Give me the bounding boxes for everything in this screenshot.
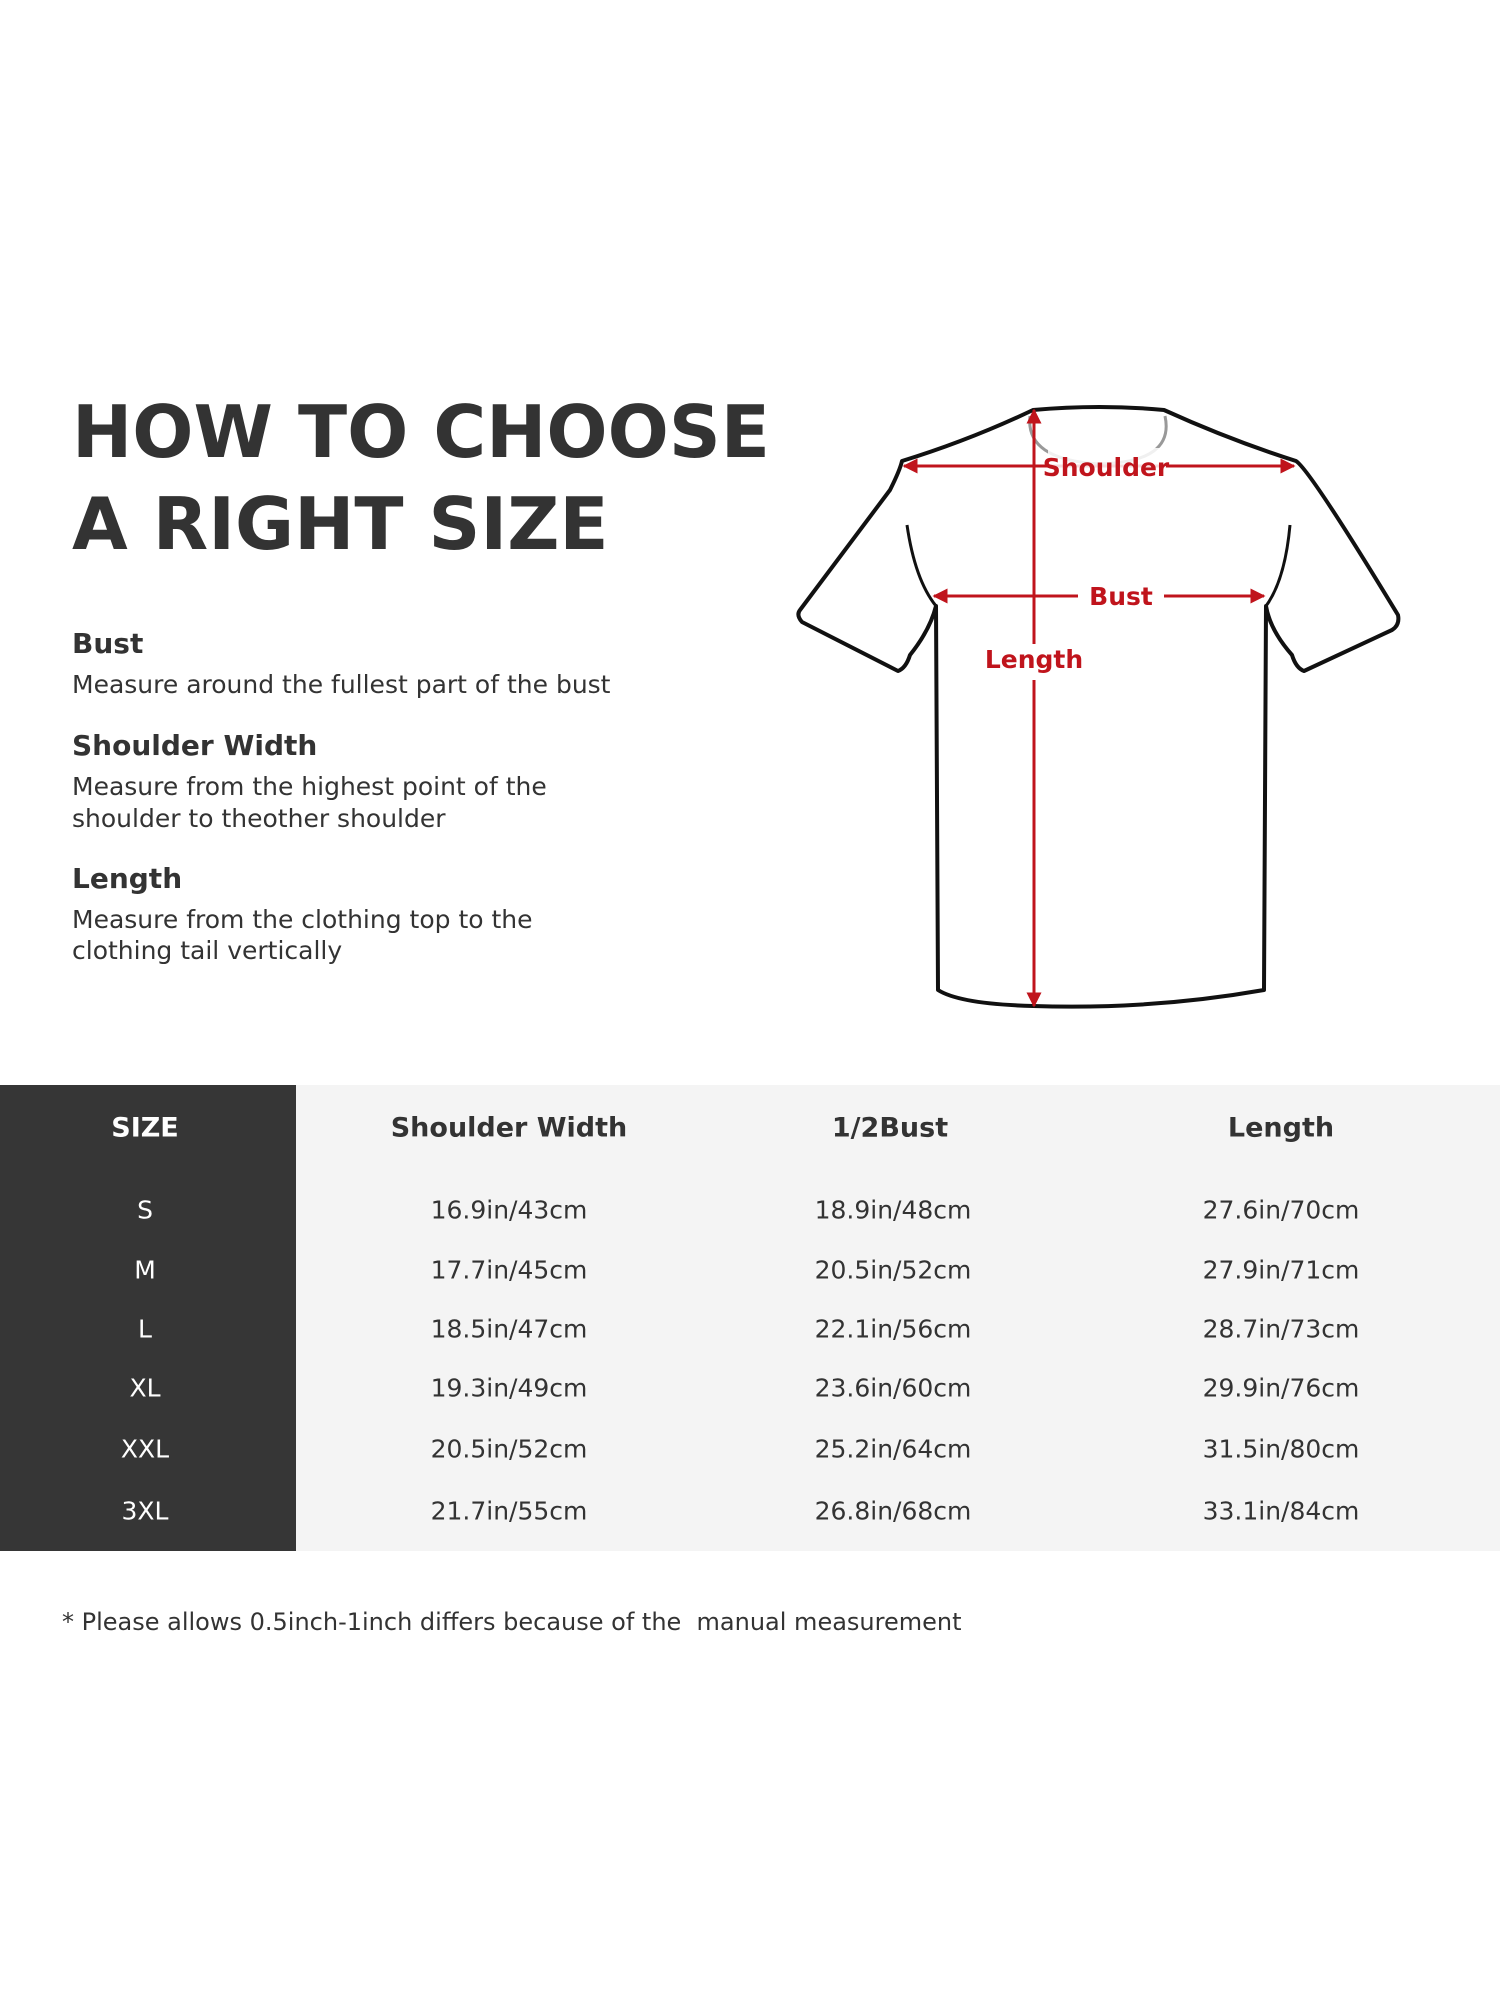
table-cell: 20.5in/52cm <box>430 1434 588 1464</box>
header-shoulder-width: Shoulder Width <box>390 1112 628 1144</box>
table-cell: 18.5in/47cm <box>430 1314 588 1344</box>
table-cell: 21.7in/55cm <box>430 1496 588 1526</box>
size-cell: XXL <box>120 1434 170 1464</box>
table-cell: 26.8in/68cm <box>814 1496 972 1526</box>
shoulder-width-heading: Shoulder Width <box>72 729 318 762</box>
table-cell: 18.9in/48cm <box>814 1195 972 1225</box>
length-description-1: Measure from the clothing top to the <box>72 905 533 934</box>
table-cell: 20.5in/52cm <box>814 1255 972 1285</box>
size-cell: L <box>138 1314 152 1344</box>
title-line-2: A RIGHT SIZE <box>72 482 609 566</box>
header-size: SIZE <box>111 1112 179 1144</box>
table-cell: 19.3in/49cm <box>430 1373 588 1403</box>
table-cell: 22.1in/56cm <box>814 1314 972 1344</box>
table-cell: 27.9in/71cm <box>1202 1255 1360 1285</box>
header-length: Length <box>1227 1112 1335 1144</box>
table-cell: 27.6in/70cm <box>1202 1195 1360 1225</box>
bust-label: Bust <box>1089 582 1153 611</box>
header-half-bust: 1/2Bust <box>831 1112 949 1144</box>
table-cell: 25.2in/64cm <box>814 1434 972 1464</box>
shoulder-label: Shoulder <box>1043 453 1170 482</box>
table-cell: 29.9in/76cm <box>1202 1373 1360 1403</box>
length-description-2: clothing tail vertically <box>72 936 343 965</box>
armhole-right <box>1264 524 1292 607</box>
size-cell: XL <box>129 1373 161 1403</box>
bust-description: Measure around the fullest part of the b… <box>72 670 611 699</box>
title-line-1: HOW TO CHOOSE <box>72 390 770 474</box>
size-cell: M <box>134 1255 156 1285</box>
bust-heading: Bust <box>72 627 144 660</box>
tshirt-diagram: Shoulder Bust Length <box>796 405 1401 1009</box>
table-cell: 28.7in/73cm <box>1202 1314 1360 1344</box>
size-cell: S <box>137 1195 153 1225</box>
size-cell: 3XL <box>121 1496 169 1526</box>
length-heading: Length <box>72 862 183 895</box>
table-cell: 31.5in/80cm <box>1202 1434 1360 1464</box>
footnote: * Please allows 0.5inch-1inch differs be… <box>62 1608 962 1636</box>
table-cell: 33.1in/84cm <box>1202 1496 1360 1526</box>
shoulder-description-2: shoulder to theother shoulder <box>72 804 446 833</box>
size-table: SIZE S M L XL XXL 3XL Shoulder Width 1/2… <box>0 1085 1500 1551</box>
shoulder-description-1: Measure from the highest point of the <box>72 772 547 801</box>
size-column: SIZE S M L XL XXL 3XL <box>0 1085 296 1551</box>
table-cell: 16.9in/43cm <box>430 1195 588 1225</box>
table-cell: 23.6in/60cm <box>814 1373 972 1403</box>
table-cell: 17.7in/45cm <box>430 1255 588 1285</box>
length-label: Length <box>985 645 1083 674</box>
armhole-left <box>905 524 938 607</box>
tshirt-outline <box>796 405 1401 1009</box>
